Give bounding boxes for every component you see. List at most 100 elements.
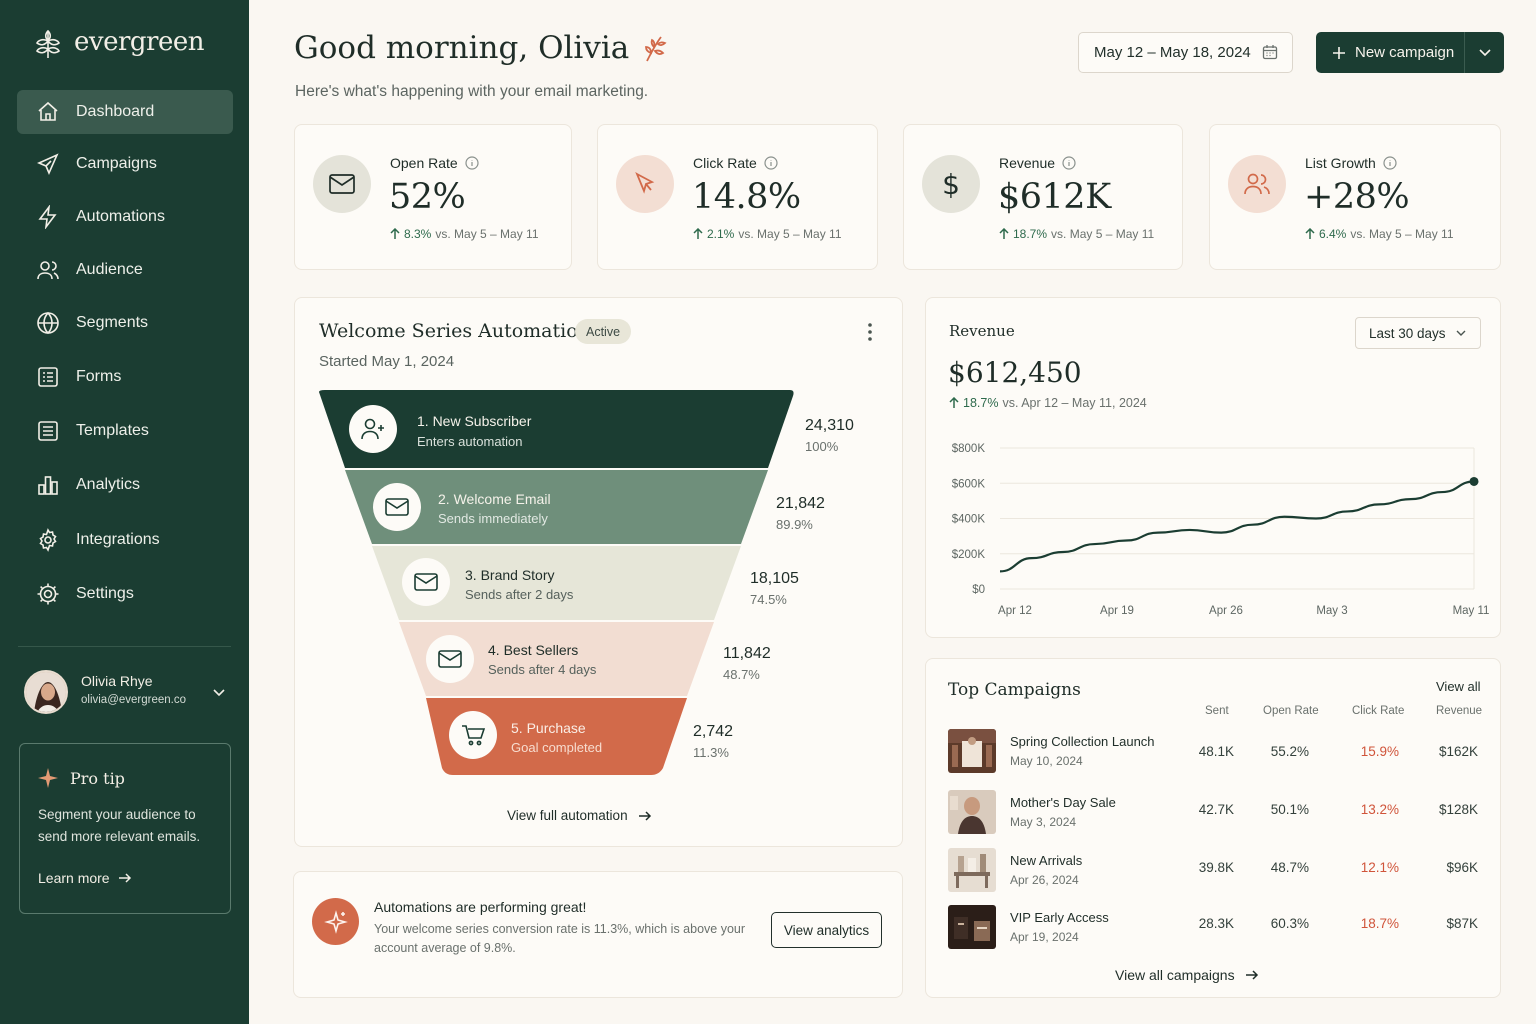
learn-more-label: Learn more bbox=[38, 870, 110, 886]
funnel-step-title: 2. Welcome Email bbox=[438, 491, 551, 507]
y-tick-label: $800K bbox=[952, 443, 986, 455]
info-icon[interactable] bbox=[764, 156, 778, 170]
stat-delta-value: 2.1% bbox=[707, 227, 735, 241]
campaign-name: Mother's Day Sale bbox=[1010, 795, 1116, 810]
more-options-icon[interactable] bbox=[862, 321, 878, 343]
revenue-compare: vs. Apr 12 – May 11, 2024 bbox=[1002, 396, 1147, 410]
stat-delta: 2.1% vs. May 5 – May 11 bbox=[693, 227, 842, 241]
column-header-revenue: Revenue bbox=[1436, 705, 1483, 717]
funnel-step-5-shape bbox=[426, 698, 687, 775]
view-analytics-button[interactable]: View analytics bbox=[771, 912, 882, 948]
view-all-campaigns-link[interactable]: View all campaigns bbox=[1115, 967, 1259, 983]
cursor-icon bbox=[616, 155, 674, 213]
info-icon[interactable] bbox=[465, 156, 479, 170]
sidebar-item-audience[interactable]: Audience bbox=[17, 248, 233, 292]
top-campaigns-title: Top Campaigns bbox=[948, 680, 1081, 700]
funnel-step-title: 4. Best Sellers bbox=[488, 642, 579, 658]
avatar bbox=[24, 670, 68, 714]
home-icon bbox=[38, 101, 58, 121]
funnel-chart bbox=[319, 390, 794, 775]
stat-delta-value: 6.4% bbox=[1319, 227, 1347, 241]
campaign-open-rate: 60.3% bbox=[1270, 916, 1309, 931]
x-tick-label: Apr 12 bbox=[998, 605, 1032, 617]
funnel-step-title: 5. Purchase bbox=[511, 720, 586, 736]
sidebar-item-automations[interactable]: Automations bbox=[17, 195, 233, 239]
campaign-name: New Arrivals bbox=[1010, 853, 1083, 868]
sidebar-divider bbox=[18, 646, 231, 647]
range-select[interactable]: Last 30 days bbox=[1355, 317, 1481, 349]
sidebar: evergreen Dashboard Campaigns Automation… bbox=[0, 0, 249, 1024]
campaign-thumbnail bbox=[948, 729, 996, 773]
sidebar-item-analytics[interactable]: Analytics bbox=[17, 463, 233, 507]
sidebar-item-label: Integrations bbox=[76, 531, 160, 548]
revenue-delta: 18.7% vs. Apr 12 – May 11, 2024 bbox=[949, 396, 1147, 410]
stat-delta: 6.4% vs. May 5 – May 11 bbox=[1305, 227, 1454, 241]
pro-tip-body: Segment your audience to send more relev… bbox=[38, 807, 201, 844]
dollar-icon: $ bbox=[922, 155, 980, 213]
campaign-open-rate: 50.1% bbox=[1270, 802, 1309, 817]
calendar-icon bbox=[1262, 45, 1278, 60]
revenue-chart-card: Revenue Last 30 days $612,450 18.7% vs. … bbox=[925, 297, 1501, 638]
stat-card-open-rate: Open Rate 52% 8.3% vs. May 5 – May 11 bbox=[294, 124, 572, 270]
campaign-click-rate: 12.1% bbox=[1360, 860, 1399, 875]
globe-icon bbox=[37, 311, 59, 335]
campaign-sent: 48.1K bbox=[1198, 744, 1234, 759]
automation-started: Started May 1, 2024 bbox=[319, 353, 455, 370]
campaign-thumbnail bbox=[948, 905, 996, 949]
revenue-last-point bbox=[1469, 476, 1479, 486]
new-campaign-button[interactable]: New campaign bbox=[1316, 32, 1464, 73]
automation-title: Welcome Series Automation bbox=[319, 320, 590, 342]
app-name: evergreen bbox=[74, 27, 204, 57]
arrow-right-icon bbox=[1245, 970, 1258, 980]
info-icon[interactable] bbox=[1383, 156, 1397, 170]
sidebar-item-dashboard[interactable]: Dashboard bbox=[17, 90, 233, 134]
stat-delta: 8.3% vs. May 5 – May 11 bbox=[390, 227, 539, 241]
campaign-sent: 28.3K bbox=[1198, 916, 1234, 931]
funnel-step-count: 11,842 bbox=[723, 645, 771, 662]
revenue-line-chart: $800K $600K $400K $200K $0 Apr 12 Apr 19 Apr 26… bbox=[952, 443, 1490, 617]
funnel-step-count: 24,310 bbox=[805, 417, 854, 434]
range-select-value: Last 30 days bbox=[1369, 325, 1446, 341]
campaign-sent: 42.7K bbox=[1198, 802, 1234, 817]
lightning-icon bbox=[38, 205, 57, 229]
new-campaign-dropdown[interactable] bbox=[1465, 32, 1504, 73]
chevron-down-icon bbox=[1478, 48, 1491, 56]
campaign-sent: 39.8K bbox=[1198, 860, 1234, 875]
sprig-icon bbox=[645, 36, 667, 62]
status-badge: Active bbox=[575, 319, 632, 344]
date-range-picker[interactable]: May 12 – May 18, 2024 bbox=[1078, 32, 1293, 73]
arrow-right-icon bbox=[118, 873, 131, 883]
sidebar-item-templates[interactable]: Templates bbox=[17, 409, 233, 453]
learn-more-link[interactable]: Learn more bbox=[38, 870, 132, 886]
info-icon[interactable] bbox=[1062, 156, 1076, 170]
automation-funnel-card: Welcome Series Automation Active Started… bbox=[294, 297, 903, 847]
column-header-open-rate: Open Rate bbox=[1263, 705, 1319, 717]
funnel-step-2-shape bbox=[345, 470, 768, 544]
leaf-logo-icon bbox=[35, 29, 61, 58]
view-full-automation-link[interactable]: View full automation bbox=[507, 808, 652, 823]
user-menu[interactable]: Olivia Rhye olivia@evergreen.co bbox=[24, 670, 234, 716]
sidebar-item-integrations[interactable]: Integrations bbox=[17, 518, 233, 562]
y-tick-label: $200K bbox=[952, 549, 986, 561]
view-all-link[interactable]: View all bbox=[1436, 679, 1481, 694]
send-icon bbox=[37, 153, 59, 175]
revenue-series-line bbox=[999, 480, 1475, 573]
chevron-down-icon[interactable] bbox=[213, 689, 225, 697]
sidebar-item-segments[interactable]: Segments bbox=[17, 301, 233, 345]
campaign-date: Apr 19, 2024 bbox=[1010, 930, 1079, 944]
stat-label: Revenue bbox=[999, 155, 1076, 171]
sidebar-item-forms[interactable]: Forms bbox=[17, 355, 233, 399]
gear-icon bbox=[39, 528, 57, 552]
stat-label-text: Revenue bbox=[999, 155, 1056, 171]
sidebar-item-settings[interactable]: Settings bbox=[17, 572, 233, 616]
pro-tip-title: Pro tip bbox=[70, 769, 125, 788]
stat-value: $612K bbox=[998, 177, 1111, 217]
column-header-click-rate: Click Rate bbox=[1352, 705, 1405, 717]
funnel-step-subtitle: Sends immediately bbox=[438, 511, 548, 526]
campaign-click-rate: 15.9% bbox=[1360, 744, 1399, 759]
logo[interactable]: evergreen bbox=[34, 25, 204, 59]
stat-compare: vs. May 5 – May 11 bbox=[435, 227, 539, 241]
sidebar-item-campaigns[interactable]: Campaigns bbox=[17, 142, 233, 186]
user-name: Olivia Rhye bbox=[81, 673, 153, 689]
bar-chart-icon bbox=[38, 476, 58, 495]
